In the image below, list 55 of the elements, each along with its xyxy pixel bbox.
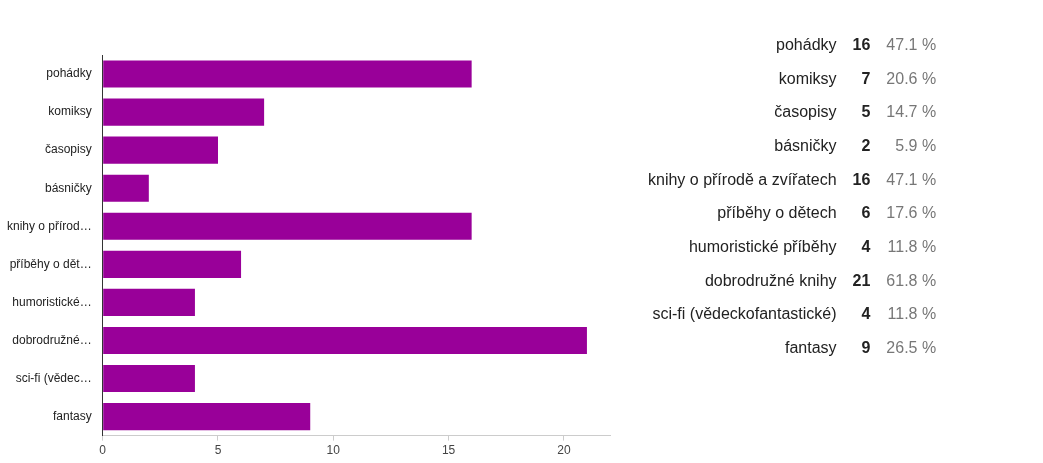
y-tick-label: humoristické… — [12, 294, 92, 309]
data-label: 2 — [860, 135, 872, 156]
bar — [103, 174, 149, 202]
data-label: 6 — [860, 203, 872, 224]
data-label: 16 — [851, 34, 872, 55]
data-label: 7 — [860, 68, 872, 89]
y-tick-label: sci-fi (vědec… — [15, 370, 92, 385]
x-tick-label: 5 — [214, 443, 222, 458]
category-label: komiksy — [777, 68, 838, 89]
data-label: 16 — [851, 169, 872, 190]
text: 47.1 % — [885, 169, 938, 190]
bar — [103, 403, 311, 431]
text: 5.9 % — [894, 135, 938, 156]
x-tick-label: 15 — [441, 443, 456, 458]
data-label: 9 — [860, 338, 872, 359]
category-label: časopisy — [773, 102, 838, 123]
text: 61.8 % — [885, 270, 938, 291]
category-label: příběhy o dětech — [716, 203, 838, 224]
bar — [103, 98, 265, 126]
bar — [103, 250, 242, 278]
bar — [103, 212, 472, 240]
category-label: dobrodružné knihy — [703, 270, 838, 291]
text: 26.5 % — [885, 338, 938, 359]
text: 11.8 % — [886, 304, 938, 325]
category-label: knihy o přírodě a zvířatech — [647, 169, 838, 190]
bar — [103, 60, 472, 88]
data-label: 4 — [860, 236, 872, 257]
bar — [103, 326, 587, 355]
x-tick-label: 10 — [326, 443, 341, 458]
y-tick-label: knihy o přírod… — [7, 218, 92, 233]
y-tick-label: příběhy o dět… — [9, 256, 92, 271]
x-tick-label: 20 — [557, 443, 571, 458]
category-label: básničky — [773, 135, 838, 156]
y-tick-label: fantasy — [53, 408, 92, 423]
bar — [103, 136, 218, 164]
category-label: pohádky — [775, 34, 838, 55]
y-tick-label: dobrodružné… — [12, 332, 92, 347]
text: 11.8 % — [886, 236, 938, 257]
y-tick-label: časopisy — [45, 142, 92, 157]
category-label: sci-fi (vědeckofantastické) — [651, 304, 838, 325]
category-label: humoristické příběhy — [687, 236, 838, 257]
bar — [103, 288, 195, 316]
data-label: 5 — [860, 102, 872, 123]
y-tick-label: básničky — [45, 180, 92, 195]
y-tick-label: pohádky — [46, 66, 92, 81]
data-label: 21 — [851, 270, 872, 291]
y-tick-label: komiksy — [48, 104, 92, 119]
text: 47.1 % — [885, 34, 938, 55]
bar — [103, 364, 195, 393]
text: 14.7 % — [885, 102, 938, 123]
category-label: fantasy — [783, 338, 838, 359]
x-tick-label: 0 — [99, 443, 107, 458]
text: 17.6 % — [885, 203, 938, 224]
text: 20.6 % — [885, 68, 938, 89]
data-label: 4 — [860, 304, 872, 325]
